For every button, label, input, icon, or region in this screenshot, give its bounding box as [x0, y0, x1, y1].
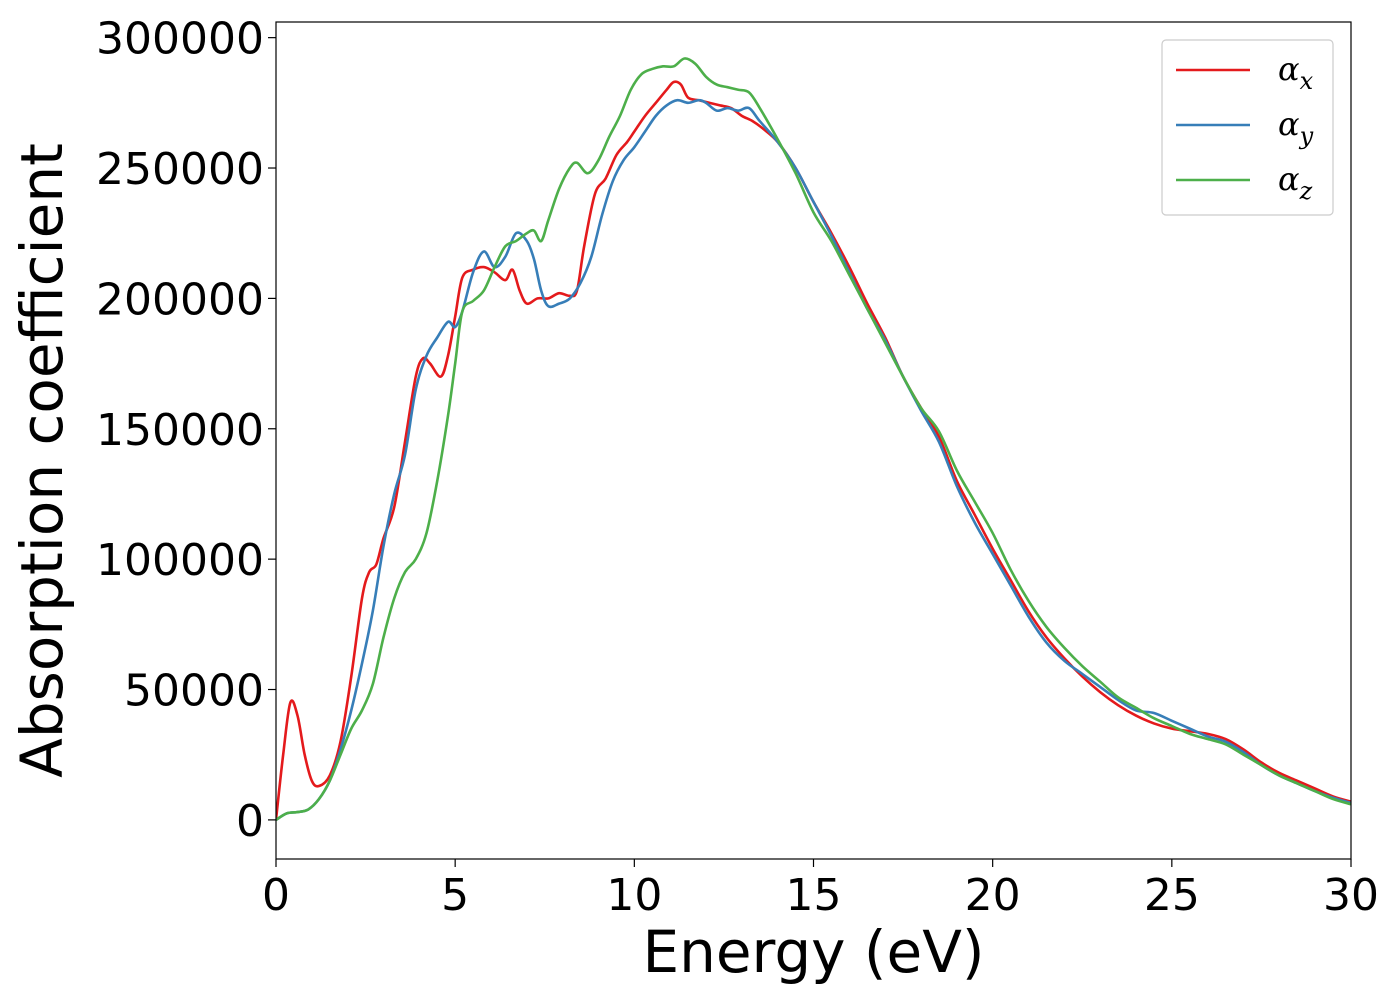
y-axis-label: Absorption coefficient [8, 143, 76, 778]
series-layer [276, 57, 1351, 821]
series-line-y [276, 98, 1351, 821]
y-tick-label: 100000 [96, 535, 264, 586]
legend: αx αy αz [1161, 39, 1334, 216]
y-tick-label: 50000 [124, 666, 264, 717]
y-tick-label: 250000 [96, 144, 264, 195]
y-tick-label: 150000 [96, 405, 264, 456]
x-tick-label: 30 [1323, 870, 1379, 921]
legend-entry-x: αx [1278, 50, 1314, 95]
x-axis-label: Energy (eV) [642, 918, 984, 986]
y-tick-label: 200000 [96, 274, 264, 325]
x-tick-label: 0 [262, 870, 290, 921]
legend-entry-z: αz [1278, 160, 1313, 205]
series-line-x [276, 80, 1351, 821]
y-tick-label: 0 [236, 796, 264, 847]
x-tick-label: 25 [1144, 870, 1200, 921]
legend-entry-y: αy [1278, 105, 1314, 150]
series-line-z [276, 57, 1351, 821]
x-tick-label: 5 [441, 870, 469, 921]
x-axis-ticks: 0 5 10 15 20 25 30 [262, 859, 1379, 921]
x-tick-label: 20 [965, 870, 1021, 921]
y-axis-ticks: 0 50000 100000 150000 200000 250000 300000 [96, 14, 276, 847]
x-tick-label: 10 [606, 870, 662, 921]
x-tick-label: 15 [786, 870, 842, 921]
y-tick-label: 300000 [96, 14, 264, 65]
legend-box [1161, 39, 1334, 216]
